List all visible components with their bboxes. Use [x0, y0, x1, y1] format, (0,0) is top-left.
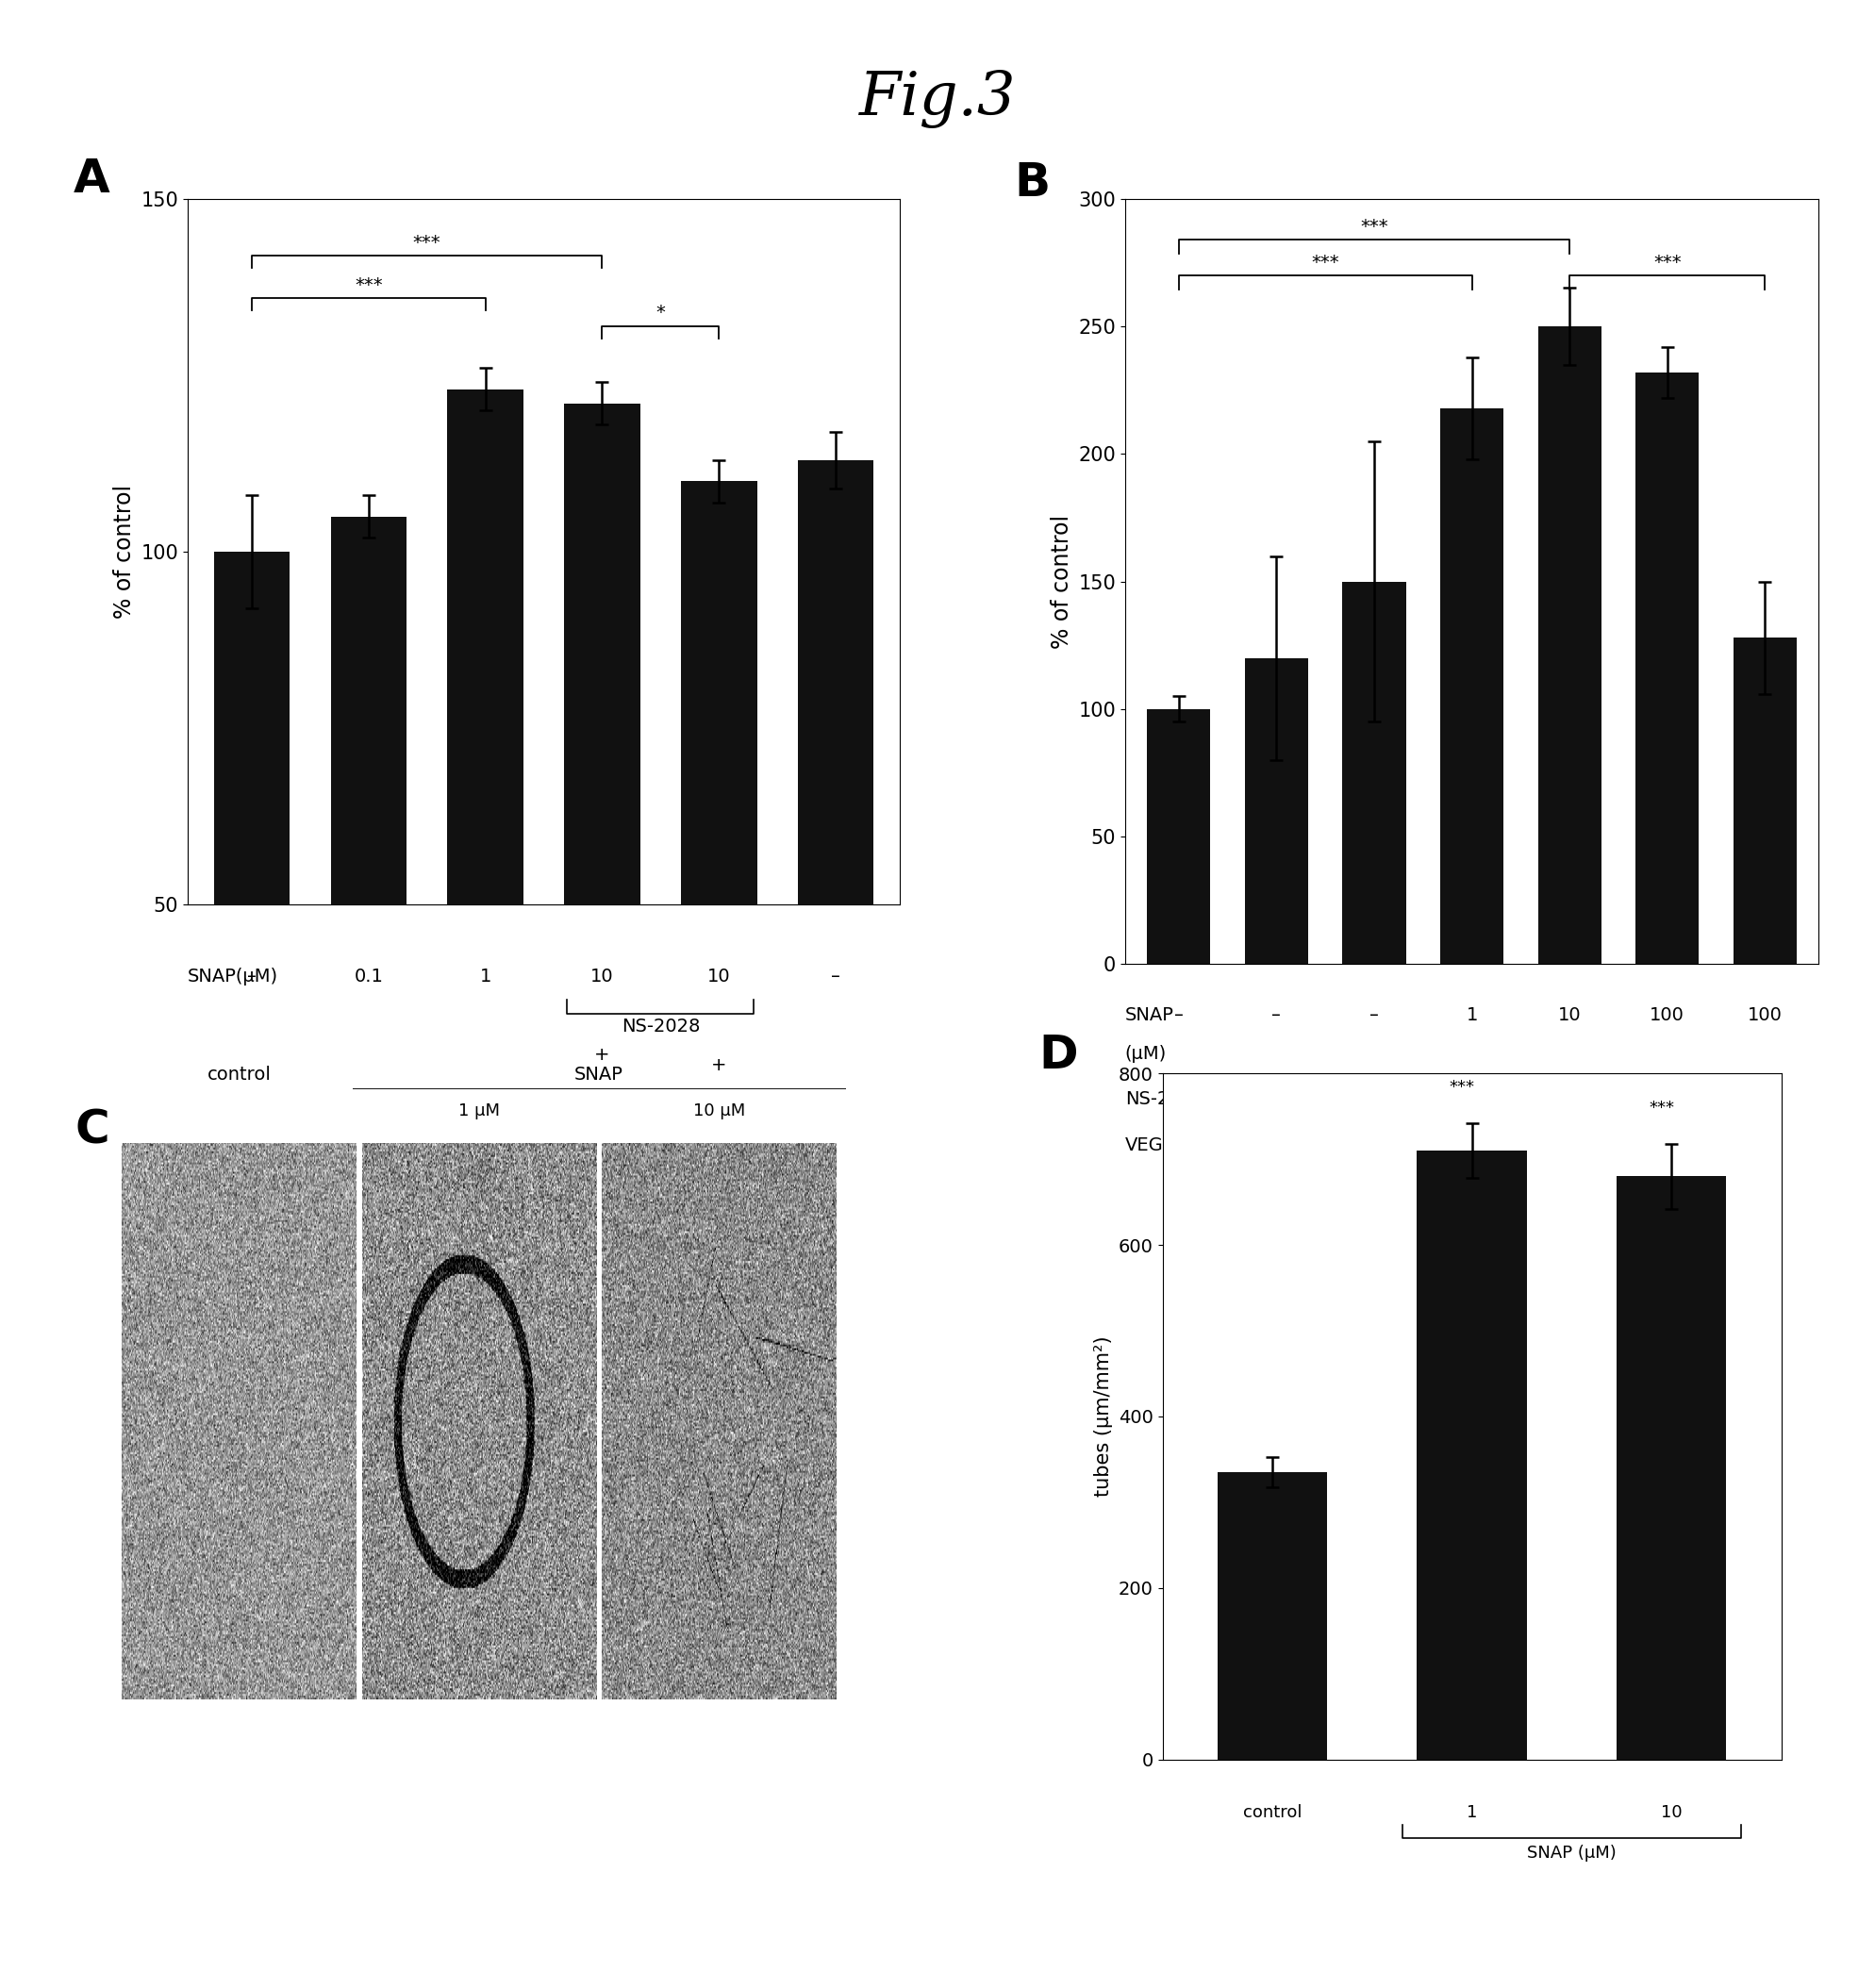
Bar	[448, 390, 523, 1256]
Text: –: –	[1663, 1091, 1673, 1109]
Text: ***: ***	[1654, 252, 1682, 270]
Text: +: +	[1269, 1091, 1284, 1109]
Text: +: +	[594, 1046, 609, 1064]
Bar	[1217, 1473, 1328, 1759]
Text: 1: 1	[480, 968, 491, 986]
Text: +: +	[1367, 1137, 1382, 1155]
Text: (μM): (μM)	[1125, 1044, 1166, 1062]
Text: 10 μM: 10 μM	[694, 1101, 744, 1119]
Text: 10: 10	[1661, 1803, 1682, 1821]
Text: SNAP(μM): SNAP(μM)	[188, 968, 278, 986]
Text: –: –	[1271, 1006, 1281, 1024]
Text: SNAP (μM): SNAP (μM)	[1526, 1845, 1616, 1863]
Bar	[1418, 1151, 1526, 1759]
Bar	[1440, 408, 1504, 964]
Text: +: +	[1757, 1091, 1772, 1109]
Bar	[214, 551, 291, 1256]
Text: –: –	[1174, 1006, 1183, 1024]
Text: 10: 10	[591, 968, 613, 986]
Y-axis label: % of control: % of control	[1050, 515, 1072, 648]
Text: –: –	[1369, 1091, 1378, 1109]
Bar	[797, 459, 874, 1256]
Text: –: –	[1468, 1091, 1476, 1109]
Bar	[564, 404, 639, 1256]
Bar	[1342, 580, 1406, 964]
Text: ***: ***	[1648, 1099, 1674, 1117]
Text: SNAP: SNAP	[574, 1066, 624, 1083]
Text: 1: 1	[1466, 1006, 1478, 1024]
Text: –: –	[1174, 1137, 1183, 1155]
Text: –: –	[1566, 1091, 1575, 1109]
Text: NS-2028: NS-2028	[621, 1018, 699, 1036]
Text: control: control	[206, 1066, 272, 1083]
Text: –: –	[1271, 1137, 1281, 1155]
Text: ***: ***	[1449, 1079, 1474, 1095]
Text: 100: 100	[1748, 1006, 1783, 1024]
Text: A: A	[73, 157, 111, 201]
Text: –: –	[1174, 1091, 1183, 1109]
Text: –: –	[1468, 1137, 1476, 1155]
Bar	[1245, 658, 1309, 964]
Text: NS-2028: NS-2028	[1125, 1091, 1204, 1109]
Text: –: –	[1566, 1137, 1575, 1155]
Text: 100: 100	[1650, 1006, 1684, 1024]
Text: control: control	[1243, 1803, 1301, 1821]
Text: 1 μM: 1 μM	[458, 1101, 501, 1119]
Y-axis label: % of control: % of control	[112, 485, 135, 618]
Text: ***: ***	[1311, 252, 1339, 270]
Text: Fig.3: Fig.3	[859, 70, 1016, 127]
Bar	[1635, 372, 1699, 964]
Bar	[1732, 638, 1796, 964]
Text: ***: ***	[354, 276, 383, 294]
Text: SNAP: SNAP	[1125, 1006, 1174, 1024]
Text: B: B	[1014, 161, 1050, 207]
Text: ***: ***	[413, 233, 441, 250]
Text: D: D	[1039, 1032, 1078, 1077]
Text: 1: 1	[1466, 1803, 1478, 1821]
Text: *: *	[656, 304, 666, 322]
Text: –: –	[831, 968, 840, 986]
Bar	[1538, 326, 1601, 964]
Text: –: –	[248, 968, 257, 986]
Text: –: –	[1761, 1137, 1770, 1155]
Text: +: +	[711, 1056, 728, 1074]
Bar	[1616, 1177, 1727, 1759]
Bar	[1148, 710, 1211, 964]
Text: –: –	[1663, 1137, 1673, 1155]
Text: 10: 10	[707, 968, 731, 986]
Y-axis label: tubes (μm/mm²): tubes (μm/mm²)	[1095, 1336, 1114, 1497]
Text: C: C	[75, 1107, 109, 1153]
Text: 10: 10	[1558, 1006, 1581, 1024]
Bar	[330, 517, 407, 1256]
Text: 0.1: 0.1	[354, 968, 383, 986]
Bar	[681, 481, 758, 1256]
Text: VEGF: VEGF	[1125, 1137, 1174, 1155]
Text: ***: ***	[1359, 217, 1388, 235]
Text: –: –	[1369, 1006, 1378, 1024]
